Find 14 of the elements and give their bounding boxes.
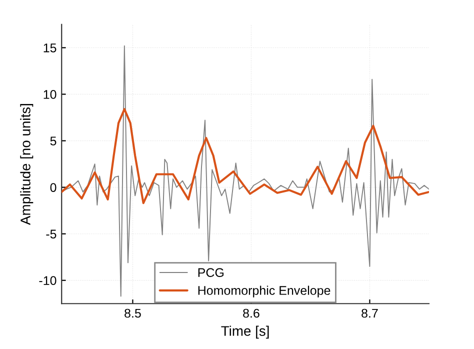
- y-tick-label: 10: [44, 90, 56, 99]
- y-tick-label: -5: [46, 230, 56, 238]
- legend-label: Homomorphic Envelope: [198, 286, 330, 298]
- x-axis-title: Time [s]: [221, 326, 269, 339]
- y-tick-label: 5: [50, 136, 56, 146]
- y-tick-label: -10: [39, 276, 56, 286]
- legend-label: PCG: [198, 268, 224, 278]
- y-tick-label: 0: [50, 183, 56, 192]
- line-series: [62, 108, 429, 204]
- x-tick-label: 8.6: [243, 308, 260, 318]
- y-axis-title: Amplitude [no units]: [20, 104, 34, 225]
- x-tick-label: 8.5: [124, 308, 141, 318]
- y-tick-label: 15: [44, 44, 56, 52]
- x-tick-label: 8.7: [362, 308, 378, 318]
